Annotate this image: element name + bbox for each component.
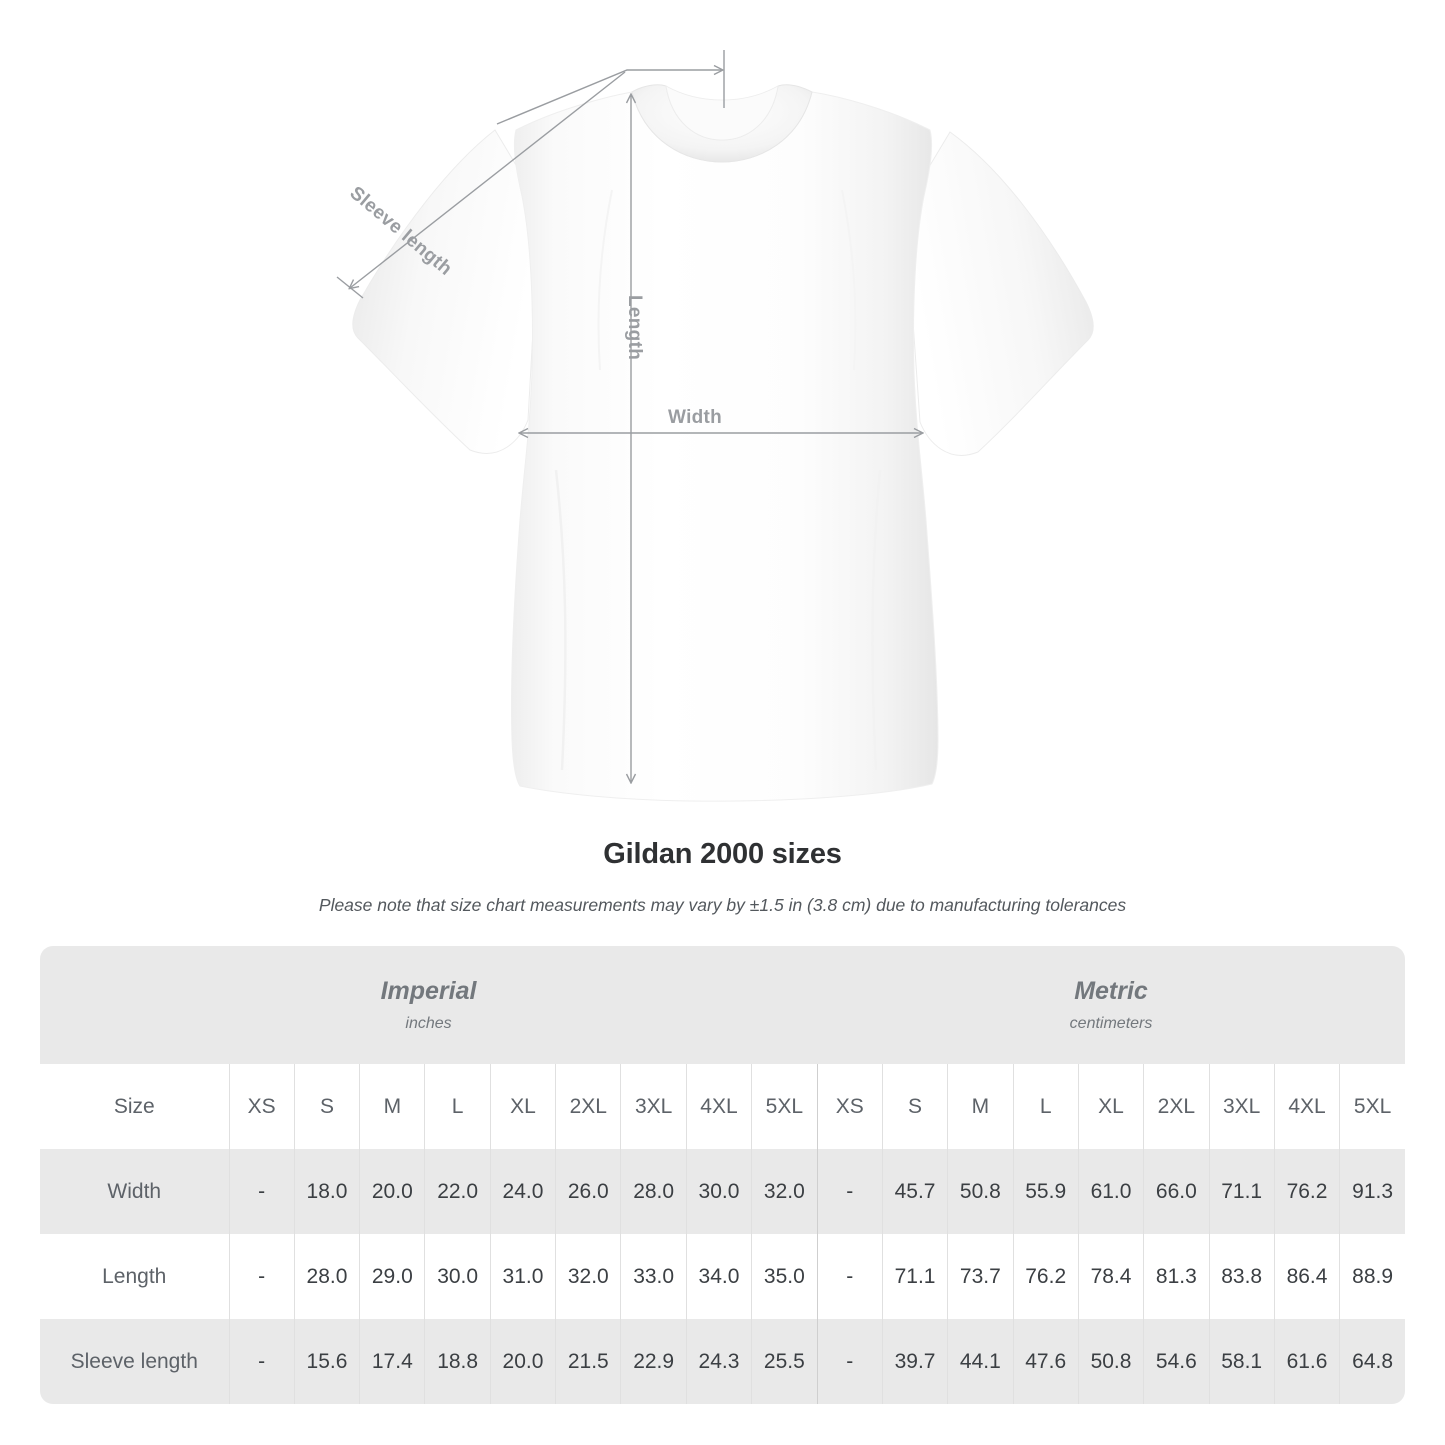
size-header-row: Size XS S M L XL 2XL 3XL 4XL 5XL XS S M L XL 2XL 3XL 4XL 5… [40,1064,1406,1149]
imperial-unit-sub: inches [405,1015,452,1032]
cell-metric: 73.7 [947,1234,1014,1319]
cell-imperial: 26.0 [555,1149,621,1234]
row-label-sleeve-length: Sleeve length [40,1319,229,1404]
cell-imperial: 20.0 [489,1319,556,1404]
cell-metric: 86.4 [1273,1234,1340,1319]
size-chart-table-wrapper: Imperial inches Metric centimeters Size XS S M L… [40,946,1406,1404]
cell-imperial: - [228,1149,295,1234]
cell-metric: - [816,1319,883,1404]
row-label-length: Length [40,1234,229,1319]
cell-metric: 71.1 [1208,1149,1275,1234]
table-row: Sleeve length -15.6 17.4 18.8 20.0 21.5 22.9 24… [40,1319,1406,1404]
cell-metric: 45.7 [881,1149,948,1234]
shirt-diagram: Sleeve length Length Width [336,50,1094,802]
size-header-imperial-3xl: 3XL [620,1064,687,1149]
size-header-imperial-2xl: 2XL [555,1064,621,1149]
tolerance-note: Please note that size chart measurements… [318,895,1127,915]
unit-banner-row: Imperial inches Metric centimeters [40,946,1406,1064]
size-header-metric-4xl: 4XL [1273,1064,1340,1149]
cell-imperial: 22.0 [424,1149,491,1234]
cell-imperial: 31.0 [489,1234,556,1319]
table-row: Width -18.0 20.0 22.0 24.0 26.0 28.0 30.0 32.0-4… [40,1149,1406,1234]
metric-unit-name: Metric [1074,977,1148,1005]
metric-unit-sub: centimeters [1069,1015,1153,1032]
cell-imperial: 25.5 [751,1319,818,1404]
cell-imperial: 30.0 [424,1234,491,1319]
size-header-metric-xs: XS [816,1064,883,1149]
measurement-guides [336,50,922,782]
size-header-metric-s: S [881,1064,948,1149]
cell-imperial: 35.0 [751,1234,818,1319]
cell-metric: 83.8 [1208,1234,1275,1319]
cell-imperial: 24.3 [685,1319,752,1404]
cell-metric: 50.8 [947,1149,1014,1234]
cell-imperial: 21.5 [555,1319,621,1404]
cell-metric: 54.6 [1143,1319,1210,1404]
cell-metric: 76.2 [1273,1149,1340,1234]
cell-metric: 78.4 [1077,1234,1144,1319]
width-dimension-label: Width [668,407,723,428]
size-header-imperial-xl: XL [489,1064,556,1149]
size-header-metric-3xl: 3XL [1208,1064,1275,1149]
cell-imperial: 24.0 [489,1149,556,1234]
size-header-imperial-l: L [424,1064,491,1149]
cell-metric: 55.9 [1012,1149,1079,1234]
cell-metric: - [816,1149,883,1234]
size-corner-label: Size [40,1064,229,1149]
cell-metric: 76.2 [1012,1234,1079,1319]
cell-imperial: 32.0 [751,1149,818,1234]
cell-imperial: 15.6 [293,1319,360,1404]
cell-imperial: 22.9 [620,1319,687,1404]
page-title: Gildan 2000 sizes [603,838,842,870]
cell-imperial: 18.8 [424,1319,491,1404]
size-header-imperial-5xl: 5XL [751,1064,818,1149]
size-header-metric-xl: XL [1077,1064,1144,1149]
cell-metric: 91.3 [1339,1149,1406,1234]
cell-imperial: 20.0 [359,1149,425,1234]
cell-metric: 81.3 [1143,1234,1210,1319]
size-header-metric-2xl: 2XL [1143,1064,1210,1149]
cell-imperial: 30.0 [685,1149,752,1234]
cell-imperial: 18.0 [293,1149,360,1234]
cell-imperial: - [228,1319,295,1404]
cell-metric: 58.1 [1208,1319,1275,1404]
size-header-metric-5xl: 5XL [1339,1064,1406,1149]
cell-metric: 64.8 [1339,1319,1406,1404]
size-header-imperial-xs: XS [228,1064,295,1149]
cell-imperial: 33.0 [620,1234,687,1319]
cell-metric: 61.6 [1273,1319,1340,1404]
cell-imperial: 34.0 [685,1234,752,1319]
table-row: Length -28.0 29.0 30.0 31.0 32.0 33.0 34.0 35.0-… [40,1234,1406,1319]
shirt-illustration [336,50,1094,802]
title-block: Gildan 2000 sizes Please note that size … [0,838,1445,916]
size-header-imperial-s: S [293,1064,360,1149]
cell-imperial: 32.0 [555,1234,621,1319]
cell-imperial: 28.0 [620,1149,687,1234]
cell-metric: 50.8 [1077,1319,1144,1404]
cell-metric: 44.1 [947,1319,1014,1404]
cell-metric: 61.0 [1077,1149,1144,1234]
cell-imperial: 28.0 [293,1234,360,1319]
row-label-width: Width [40,1149,229,1234]
cell-metric: - [816,1234,883,1319]
size-header-metric-m: M [947,1064,1014,1149]
tshirt-shape [352,84,1094,802]
cell-imperial: 29.0 [359,1234,425,1319]
cell-metric: 39.7 [881,1319,948,1404]
length-dimension-label: Length [624,295,645,361]
cell-metric: 71.1 [881,1234,948,1319]
imperial-unit-header: Imperial inches [40,946,818,1064]
cell-imperial: 17.4 [359,1319,425,1404]
cell-metric: 66.0 [1143,1149,1210,1234]
cell-metric: 88.9 [1339,1234,1406,1319]
size-header-imperial-m: M [359,1064,425,1149]
size-header-metric-l: L [1012,1064,1079,1149]
imperial-unit-name: Imperial [380,977,477,1005]
cell-metric: 47.6 [1012,1319,1079,1404]
cell-imperial: - [228,1234,295,1319]
size-chart-table: Imperial inches Metric centimeters Size XS S M L… [40,946,1406,1404]
metric-unit-header: Metric centimeters [817,946,1406,1064]
size-header-imperial-4xl: 4XL [685,1064,752,1149]
